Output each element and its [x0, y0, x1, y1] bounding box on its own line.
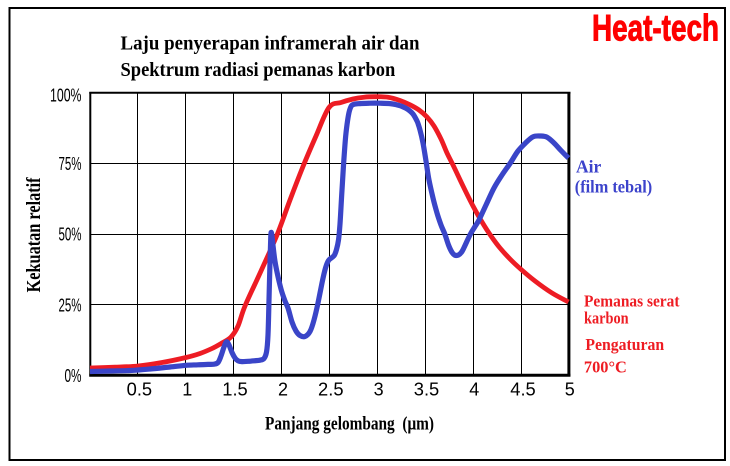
svg-text:Heat-tech: Heat-tech	[592, 8, 719, 49]
svg-text:Panjang gelombang (μm): Panjang gelombang (μm)	[265, 414, 434, 435]
svg-text:100%: 100%	[50, 85, 82, 105]
svg-text:50%: 50%	[59, 225, 82, 245]
svg-text:1.5: 1.5	[222, 380, 248, 400]
svg-text:700°C: 700°C	[584, 357, 627, 376]
svg-text:(film tebal): (film tebal)	[575, 177, 653, 197]
svg-text:2.5: 2.5	[318, 380, 344, 400]
svg-text:Laju penyerapan inframerah air: Laju penyerapan inframerah air dan	[121, 33, 420, 55]
svg-text:Kekuatan relatif: Kekuatan relatif	[23, 177, 45, 292]
svg-text:2: 2	[278, 380, 288, 400]
svg-text:75%: 75%	[59, 154, 82, 174]
svg-text:25%: 25%	[59, 295, 82, 315]
svg-text:0%: 0%	[65, 366, 82, 386]
svg-text:Pengaturan: Pengaturan	[585, 335, 664, 354]
svg-text:0.5: 0.5	[127, 380, 153, 400]
svg-text:Spektrum radiasi pemanas karbo: Spektrum radiasi pemanas karbon	[121, 59, 396, 81]
svg-text:3: 3	[374, 380, 384, 400]
svg-text:Pemanas serat: Pemanas serat	[584, 291, 680, 310]
svg-text:karbon: karbon	[584, 308, 629, 327]
svg-text:5: 5	[565, 380, 575, 400]
svg-text:1: 1	[182, 380, 192, 400]
svg-text:4.5: 4.5	[510, 380, 536, 400]
svg-text:4: 4	[469, 380, 479, 400]
svg-text:3.5: 3.5	[414, 380, 440, 400]
svg-text:Air: Air	[576, 156, 602, 176]
